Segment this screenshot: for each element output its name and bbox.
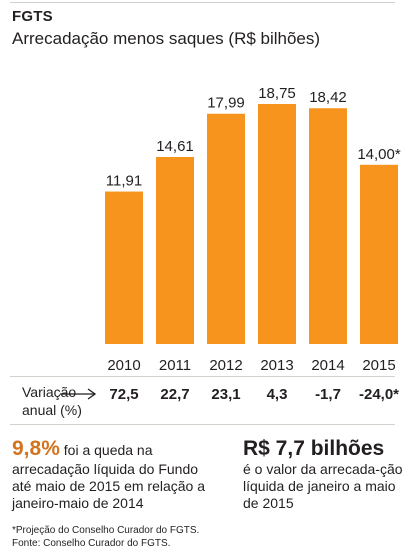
data-label-2014: 18,42 (309, 89, 347, 106)
bar-2012 (207, 113, 245, 344)
data-label-2010: 11,91 (106, 173, 142, 190)
note-left: 9,8% foi a queda na arrecadação líquida … (12, 437, 217, 512)
note-left-text-first: foi a queda na (59, 442, 153, 458)
variation-value-2013: 4,3 (266, 386, 288, 403)
variation-label: Variação anual (%) (22, 384, 82, 418)
notes-divider (10, 424, 395, 425)
footnote-projection: *Projeção do Conselho Curador do FGTS. (12, 525, 200, 536)
footnote-source: Fonte: Conselho Curador do FGTS. (12, 537, 171, 549)
chart-title: FGTS (12, 8, 53, 25)
chart-subtitle: Arrecadação menos saques (R$ bilhões) (12, 29, 321, 48)
variation-value-2011: 22,7 (160, 386, 190, 403)
note-right-highlight: R$ 7,7 bilhões (243, 437, 385, 460)
note-left-highlight: 9,8% (12, 437, 60, 460)
variation-value-2015: -24,0* (358, 386, 400, 403)
bar-2011 (156, 156, 194, 344)
variation-value-2012: 23,1 (211, 386, 241, 403)
bar-2013 (258, 104, 296, 344)
variation-value-2014: -1,7 (315, 386, 341, 403)
x-tick-2015: 2015 (362, 357, 395, 374)
footnotes: *Projeção do Conselho Curador do FGTS. F… (12, 525, 199, 550)
note-right-text: é o valor da arrecada-ção líquida de jan… (243, 461, 403, 511)
bar-2015 (360, 164, 398, 344)
variation-value-2010: 72,5 (109, 386, 139, 403)
x-tick-2014: 2014 (311, 357, 344, 374)
bar-chart: 11,91 2010 14,61 2011 17,99 2012 18,75 2013 18,4… (105, 85, 401, 374)
x-tick-2011: 2011 (159, 357, 191, 374)
data-label-2011: 14,61 (156, 138, 194, 155)
data-label-2015: 14,00* (357, 146, 401, 163)
note-right: R$ 7,7 bilhões é o valor da arrecada-ção… (243, 437, 403, 512)
top-rule (10, 2, 395, 3)
x-tick-2013: 2013 (260, 357, 293, 374)
note-left-text: arrecadação líquida do Fundo até maio de… (12, 461, 206, 511)
data-label-2013: 18,75 (258, 85, 296, 102)
data-label-2012: 17,99 (207, 95, 245, 112)
bar-2014 (309, 108, 347, 344)
bar-2010 (105, 191, 143, 344)
arrow-right-icon (60, 388, 97, 400)
x-tick-2012: 2012 (209, 357, 242, 374)
axis-divider (10, 376, 395, 377)
x-tick-2010: 2010 (107, 357, 140, 374)
